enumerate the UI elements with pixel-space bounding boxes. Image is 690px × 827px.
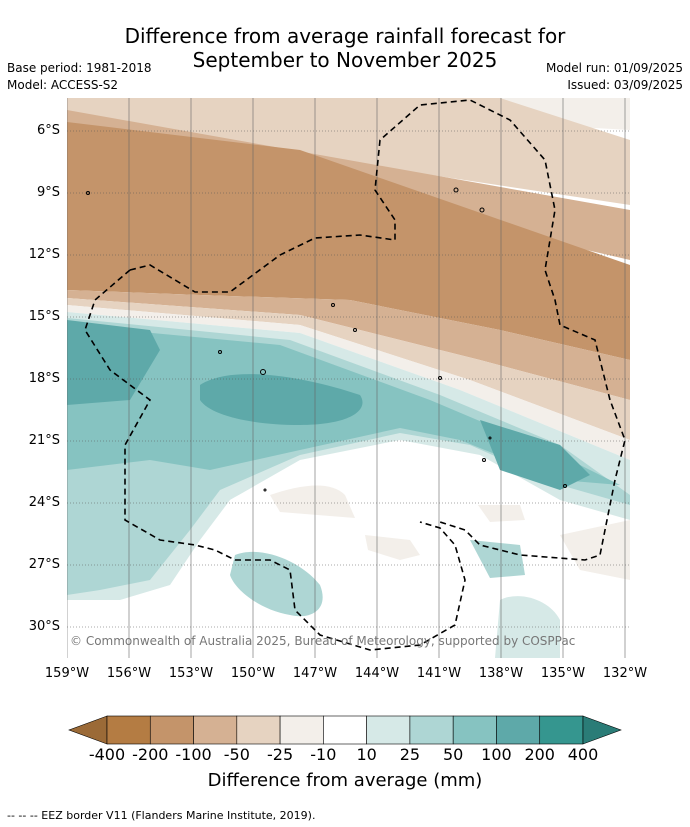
colorbar-segment bbox=[106, 715, 151, 745]
lon-label: 153°W bbox=[168, 666, 214, 681]
dry-patch-2 bbox=[365, 535, 420, 560]
meta-right: Model run: 01/09/2025 Issued: 03/09/2025 bbox=[546, 60, 683, 94]
lat-label: 15°S bbox=[28, 309, 60, 324]
wet-100-west bbox=[67, 320, 160, 405]
lon-label: 159°W bbox=[44, 666, 90, 681]
colorbar-segment bbox=[279, 715, 324, 745]
lon-label: 141°W bbox=[416, 666, 462, 681]
colorbar-tick-label: -25 bbox=[267, 745, 294, 764]
band-minus50-low bbox=[67, 290, 630, 400]
colorbar-tick-label: -50 bbox=[223, 745, 250, 764]
dry-patch-1 bbox=[270, 485, 355, 518]
lon-label: 138°W bbox=[478, 666, 524, 681]
colorbar-tick-label: 200 bbox=[524, 745, 555, 764]
model-name: Model: ACCESS-S2 bbox=[7, 78, 119, 92]
lon-label: 132°W bbox=[602, 666, 648, 681]
colorbar-segment bbox=[323, 715, 367, 745]
colorbar-segment bbox=[409, 715, 454, 745]
eez-border-north bbox=[129, 99, 626, 561]
colorbar-tick-label: 50 bbox=[442, 745, 464, 764]
title-line-1: Difference from average rainfall forecas… bbox=[124, 24, 566, 48]
colorbar-segment bbox=[193, 715, 238, 745]
colorbar-tick-label: -400 bbox=[88, 745, 126, 764]
model-run: Model run: 01/09/2025 bbox=[545, 61, 683, 75]
dry-patch-3 bbox=[478, 505, 525, 522]
colorbar-extend-low bbox=[68, 715, 108, 745]
eez-footnote: -- -- -- EEZ border V11 (Flanders Marine… bbox=[7, 809, 316, 822]
lat-label: 9°S bbox=[36, 185, 60, 200]
lat-label: 30°S bbox=[28, 619, 60, 634]
map-title: Difference from average rainfall forecas… bbox=[0, 24, 690, 72]
colorbar-tick-label: -10 bbox=[310, 745, 337, 764]
colorbar-title: Difference from average (mm) bbox=[207, 770, 483, 791]
colorbar-tick-label: 25 bbox=[399, 745, 421, 764]
lat-label: 21°S bbox=[28, 433, 60, 448]
islands bbox=[86, 187, 567, 492]
colorbar-segment bbox=[236, 715, 281, 745]
wet-patch-southeast bbox=[470, 540, 525, 578]
band-minus100 bbox=[67, 122, 630, 360]
graticule bbox=[67, 130, 630, 628]
lat-label: 24°S bbox=[28, 495, 60, 510]
map-fill bbox=[67, 98, 630, 658]
wet-100-central bbox=[200, 374, 363, 425]
colorbar-tick-label: 10 bbox=[356, 745, 377, 764]
colorbar-segment bbox=[496, 715, 541, 745]
colorbar-segment bbox=[149, 715, 194, 745]
colorbar-tick-label: 400 bbox=[567, 745, 599, 764]
base-period: Base period: 1981-2018 bbox=[7, 61, 152, 75]
colorbar-extend-high bbox=[582, 715, 622, 745]
colorbar-tick-label: 100 bbox=[481, 745, 512, 764]
colorbar-tick-label: -200 bbox=[132, 745, 169, 764]
lat-label: 12°S bbox=[28, 247, 60, 262]
colorbar-segment bbox=[452, 715, 497, 745]
band-minus25 bbox=[67, 98, 630, 205]
colorbar-tick-label: -100 bbox=[175, 745, 212, 764]
colorbar-segment bbox=[366, 715, 411, 745]
colorbar-segment bbox=[539, 715, 584, 745]
lon-label: 147°W bbox=[292, 666, 338, 681]
copyright-notice: © Commonwealth of Australia 2025, Bureau… bbox=[70, 634, 576, 648]
lat-label: 6°S bbox=[36, 123, 60, 138]
lon-label: 135°W bbox=[540, 666, 586, 681]
issued-date: Issued: 03/09/2025 bbox=[567, 78, 683, 92]
lon-label: 156°W bbox=[106, 666, 152, 681]
lon-label: 150°W bbox=[230, 666, 276, 681]
lat-label: 18°S bbox=[28, 371, 60, 386]
wet-patch-far-south bbox=[495, 596, 560, 658]
meta-left: Base period: 1981-2018 Model: ACCESS-S2 bbox=[7, 60, 152, 94]
lon-label: 144°W bbox=[354, 666, 400, 681]
title-line-2: September to November 2025 bbox=[192, 48, 498, 72]
lat-label: 27°S bbox=[28, 557, 60, 572]
wet-100-east bbox=[480, 420, 590, 490]
